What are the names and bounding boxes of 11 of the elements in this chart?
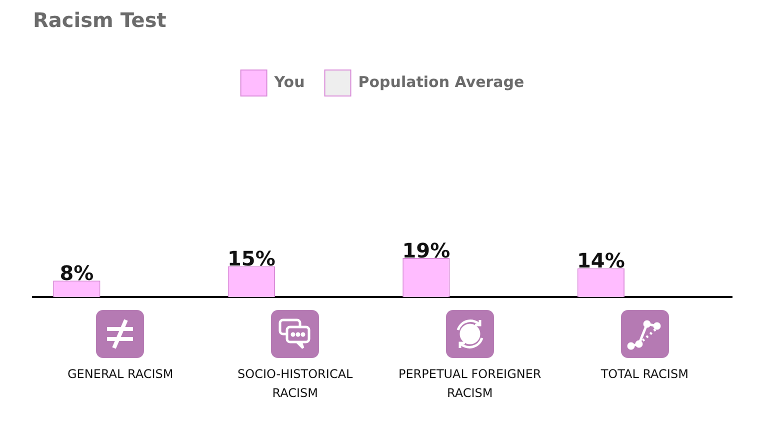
x-tick-label: SOCIO-HISTORICAL RACISM [236, 366, 354, 402]
data-label: 8% [60, 260, 94, 285]
data-label: 14% [577, 248, 625, 273]
chart-title: Racism Test [33, 8, 167, 32]
data-label: 15% [228, 246, 276, 270]
legend-label: Population Average [358, 72, 524, 91]
x-tick-label: PERPETUAL FOREIGNER RACISM [397, 366, 542, 402]
data-label: 19% [402, 238, 450, 262]
x-tick-label: TOTAL RACISM [600, 366, 690, 383]
legend-label: You [273, 72, 305, 91]
x-tick-label: GENERAL RACISM [66, 366, 174, 383]
